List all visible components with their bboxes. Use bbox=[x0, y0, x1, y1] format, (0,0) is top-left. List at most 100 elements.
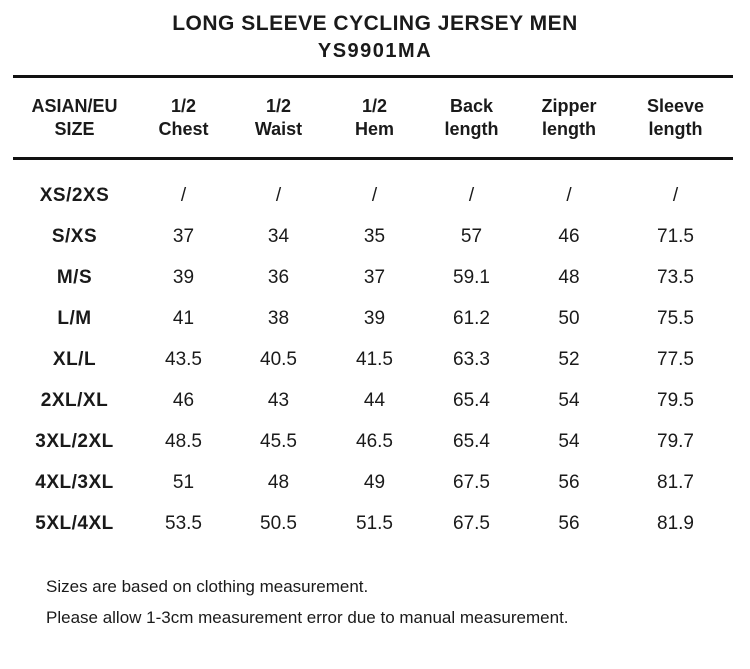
size-table-head: ASIAN/EU SIZE 1/2 Chest 1/2 Waist 1/2 Hem Back le… bbox=[13, 76, 733, 159]
measurement-cell: 39 bbox=[172, 267, 195, 288]
size-label: 5XL/4XL bbox=[35, 513, 114, 534]
table-row: 5XL/4XL 53.5 50.5 51.5 67.5 56 81.9 bbox=[13, 504, 733, 545]
note-clothing-measurement: Sizes are based on clothing measurement. bbox=[46, 576, 369, 596]
column-header-line: length bbox=[542, 118, 596, 139]
column-header: ASIAN/EU SIZE bbox=[13, 77, 136, 159]
measurement-cell: 65.4 bbox=[453, 390, 490, 411]
measurement-cell: / bbox=[180, 185, 187, 206]
size-label: L/M bbox=[57, 308, 92, 329]
measurement-cell: 56 bbox=[558, 513, 580, 534]
column-header: 1/2 Waist bbox=[231, 77, 326, 159]
measurement-cell: / bbox=[672, 185, 679, 206]
measurement-notes: Sizes are based on clothing measurement.… bbox=[46, 576, 750, 628]
chart-subtitle: YS9901MA bbox=[317, 40, 433, 62]
measurement-cell: 56 bbox=[558, 472, 580, 493]
measurement-cell: 48 bbox=[267, 472, 290, 493]
measurement-cell: 49 bbox=[363, 472, 386, 493]
table-row: S/XS 37 34 35 57 46 71.5 bbox=[13, 217, 733, 258]
size-label: XS/2XS bbox=[39, 185, 110, 206]
measurement-cell: 51.5 bbox=[356, 513, 393, 534]
measurement-cell: 41.5 bbox=[356, 349, 393, 370]
measurement-cell: 35 bbox=[363, 226, 386, 247]
measurement-cell: 65.4 bbox=[453, 431, 490, 452]
size-label: XL/L bbox=[52, 349, 97, 370]
column-header-line: Back bbox=[449, 95, 494, 116]
column-header-line: 1/2 bbox=[361, 95, 388, 116]
measurement-cell: 37 bbox=[363, 267, 386, 288]
size-label: 4XL/3XL bbox=[35, 472, 114, 493]
header-row: ASIAN/EU SIZE 1/2 Chest 1/2 Waist 1/2 Hem Back le… bbox=[13, 76, 733, 159]
table-row: M/S 39 36 37 59.1 48 73.5 bbox=[13, 258, 733, 299]
measurement-cell: / bbox=[371, 185, 378, 206]
column-header-line: length bbox=[648, 118, 703, 139]
measurement-cell: 41 bbox=[172, 308, 195, 329]
size-label: M/S bbox=[56, 267, 93, 288]
column-header: Back length bbox=[423, 77, 520, 159]
measurement-cell: 67.5 bbox=[453, 472, 490, 493]
measurement-cell: / bbox=[275, 185, 282, 206]
note-measurement-error: Please allow 1-3cm measurement error due… bbox=[46, 607, 569, 627]
measurement-cell: 43 bbox=[267, 390, 290, 411]
column-header: Sleeve length bbox=[618, 77, 733, 159]
measurement-cell: 52 bbox=[558, 349, 580, 370]
measurement-cell: 39 bbox=[363, 308, 386, 329]
size-label: 3XL/2XL bbox=[35, 431, 114, 452]
table-row: XL/L 43.5 40.5 41.5 63.3 52 77.5 bbox=[13, 340, 733, 381]
column-header-line: Chest bbox=[158, 118, 209, 139]
measurement-cell: 79.5 bbox=[657, 390, 694, 411]
table-row: 2XL/XL 46 43 44 65.4 54 79.5 bbox=[13, 381, 733, 422]
measurement-cell: 50.5 bbox=[260, 513, 297, 534]
column-header-line: ASIAN/EU bbox=[31, 95, 118, 116]
table-row: 4XL/3XL 51 48 49 67.5 56 81.7 bbox=[13, 463, 733, 504]
measurement-cell: 46 bbox=[172, 390, 195, 411]
measurement-cell: 71.5 bbox=[657, 226, 694, 247]
table-row: XS/2XS / / / / / / bbox=[13, 176, 733, 217]
measurement-cell: 37 bbox=[172, 226, 195, 247]
column-header-line: 1/2 bbox=[170, 95, 197, 116]
column-header-line: Hem bbox=[354, 118, 394, 139]
measurement-cell: 46.5 bbox=[356, 431, 393, 452]
measurement-cell: 46 bbox=[558, 226, 580, 247]
measurement-cell: 50 bbox=[558, 308, 580, 329]
column-header: 1/2 Hem bbox=[326, 77, 423, 159]
measurement-cell: 48 bbox=[558, 267, 580, 288]
measurement-cell: 43.5 bbox=[165, 349, 202, 370]
size-table-body: XS/2XS / / / / / / S/XS 37 34 35 57 46 71.5 M/S 39 36 37 5… bbox=[13, 159, 733, 545]
measurement-cell: 38 bbox=[267, 308, 290, 329]
measurement-cell: 61.2 bbox=[453, 308, 490, 329]
measurement-cell: 44 bbox=[363, 390, 386, 411]
measurement-cell: 53.5 bbox=[165, 513, 202, 534]
chart-title: LONG SLEEVE CYCLING JERSEY MEN bbox=[172, 12, 578, 35]
measurement-cell: 34 bbox=[267, 226, 290, 247]
measurement-cell: 81.9 bbox=[657, 513, 694, 534]
measurement-cell: 81.7 bbox=[657, 472, 694, 493]
table-row: 3XL/2XL 48.5 45.5 46.5 65.4 54 79.7 bbox=[13, 422, 733, 463]
column-header: Zipper length bbox=[520, 77, 618, 159]
measurement-cell: / bbox=[468, 185, 475, 206]
column-header-line: Zipper bbox=[541, 95, 597, 116]
measurement-cell: 48.5 bbox=[165, 431, 202, 452]
column-header-line: length bbox=[444, 118, 499, 139]
table-row: L/M 41 38 39 61.2 50 75.5 bbox=[13, 299, 733, 340]
measurement-cell: 59.1 bbox=[453, 267, 490, 288]
column-header-line: 1/2 bbox=[265, 95, 292, 116]
size-label: 2XL/XL bbox=[40, 390, 109, 411]
measurement-cell: 51 bbox=[172, 472, 195, 493]
measurement-cell: 67.5 bbox=[453, 513, 490, 534]
measurement-cell: 57 bbox=[460, 226, 483, 247]
size-table: ASIAN/EU SIZE 1/2 Chest 1/2 Waist 1/2 Hem Back le… bbox=[13, 75, 733, 545]
measurement-cell: 77.5 bbox=[657, 349, 694, 370]
measurement-cell: 36 bbox=[267, 267, 290, 288]
measurement-cell: 79.7 bbox=[657, 431, 694, 452]
measurement-cell: 40.5 bbox=[260, 349, 297, 370]
measurement-cell: / bbox=[566, 185, 572, 206]
size-label: S/XS bbox=[51, 226, 98, 247]
column-header-line: Waist bbox=[254, 118, 303, 139]
column-header-line: SIZE bbox=[54, 118, 95, 139]
measurement-cell: 54 bbox=[558, 390, 580, 411]
column-header: 1/2 Chest bbox=[136, 77, 231, 159]
measurement-cell: 75.5 bbox=[657, 308, 694, 329]
measurement-cell: 63.3 bbox=[453, 349, 490, 370]
measurement-cell: 73.5 bbox=[657, 267, 694, 288]
